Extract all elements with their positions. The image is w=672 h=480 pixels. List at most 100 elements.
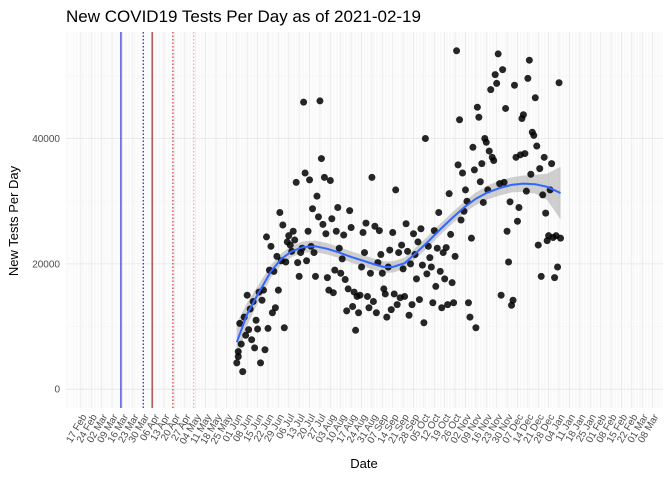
data-point xyxy=(323,274,331,282)
data-point xyxy=(487,86,495,94)
data-point xyxy=(395,249,403,257)
data-point xyxy=(358,263,366,271)
data-point xyxy=(264,324,272,332)
data-point xyxy=(366,269,374,277)
data-point xyxy=(420,319,428,327)
data-point xyxy=(319,220,327,228)
data-point xyxy=(503,227,511,235)
data-point xyxy=(421,135,429,143)
data-point xyxy=(554,263,562,271)
data-point xyxy=(363,292,371,300)
data-point xyxy=(273,252,281,260)
data-point xyxy=(447,230,455,238)
data-point xyxy=(392,186,400,194)
data-point xyxy=(372,309,380,317)
data-point xyxy=(292,178,300,186)
reference-lines xyxy=(120,32,195,408)
data-point xyxy=(337,269,345,277)
data-point xyxy=(515,203,523,211)
data-point xyxy=(375,227,383,235)
y-axis-ticks: 0 20000 40000 xyxy=(32,134,60,396)
data-point xyxy=(548,160,556,168)
data-point xyxy=(423,270,431,278)
data-point xyxy=(451,252,459,260)
data-point xyxy=(340,231,348,239)
data-point xyxy=(441,275,449,283)
data-point xyxy=(493,79,501,87)
data-point xyxy=(478,160,486,168)
data-point xyxy=(485,147,493,155)
data-point xyxy=(282,258,290,266)
data-point xyxy=(377,250,385,258)
data-point xyxy=(551,274,559,282)
data-point xyxy=(352,326,360,334)
data-point xyxy=(407,260,415,268)
data-point xyxy=(334,203,342,211)
data-point xyxy=(286,241,294,249)
data-point xyxy=(467,234,475,242)
data-point xyxy=(405,311,413,319)
data-point xyxy=(261,346,269,354)
data-point xyxy=(398,241,406,249)
data-point xyxy=(519,111,527,119)
data-point xyxy=(254,325,262,333)
data-point xyxy=(289,227,297,235)
confidence-band xyxy=(236,166,561,361)
data-point xyxy=(414,238,422,246)
data-point xyxy=(472,324,480,332)
data-point xyxy=(362,219,370,227)
data-point xyxy=(234,353,242,361)
confidence-ribbon xyxy=(236,166,561,361)
data-point xyxy=(295,272,303,280)
data-point xyxy=(533,142,541,150)
data-point xyxy=(506,198,514,206)
data-point xyxy=(464,299,472,307)
data-point xyxy=(509,296,517,304)
data-point xyxy=(368,173,376,181)
data-point xyxy=(279,221,287,229)
data-point xyxy=(233,359,241,367)
data-point xyxy=(402,220,410,228)
data-point xyxy=(527,170,535,178)
data-point xyxy=(401,292,409,300)
data-point xyxy=(454,161,462,169)
data-point xyxy=(490,156,498,164)
data-point xyxy=(448,279,456,287)
data-point xyxy=(378,269,386,277)
data-point xyxy=(355,309,363,317)
data-point xyxy=(267,242,275,250)
data-point xyxy=(417,225,425,233)
data-point xyxy=(433,244,441,252)
data-point xyxy=(258,296,266,304)
data-point xyxy=(522,187,530,195)
data-point xyxy=(436,267,444,275)
data-point xyxy=(408,301,416,309)
data-point xyxy=(555,79,563,87)
data-point xyxy=(309,205,317,213)
data-point xyxy=(429,299,437,307)
data-point xyxy=(301,169,309,177)
data-point xyxy=(335,244,343,252)
data-point xyxy=(444,301,452,309)
data-point xyxy=(237,340,245,348)
data-point xyxy=(383,313,391,321)
smooth-trend xyxy=(235,182,561,343)
grid xyxy=(65,32,663,408)
data-point xyxy=(356,291,364,299)
data-point xyxy=(399,265,407,273)
data-point xyxy=(389,229,397,237)
data-point xyxy=(306,176,314,184)
data-point xyxy=(381,290,389,298)
data-point xyxy=(326,177,334,185)
data-point xyxy=(314,213,322,221)
data-point xyxy=(371,222,379,230)
data-point xyxy=(242,331,250,339)
data-point xyxy=(534,241,542,249)
data-point xyxy=(332,227,340,235)
data-point xyxy=(303,257,311,265)
data-point xyxy=(313,192,321,200)
data-point xyxy=(236,319,244,327)
data-point xyxy=(536,165,544,173)
data-point xyxy=(274,286,282,294)
data-point xyxy=(557,234,565,242)
